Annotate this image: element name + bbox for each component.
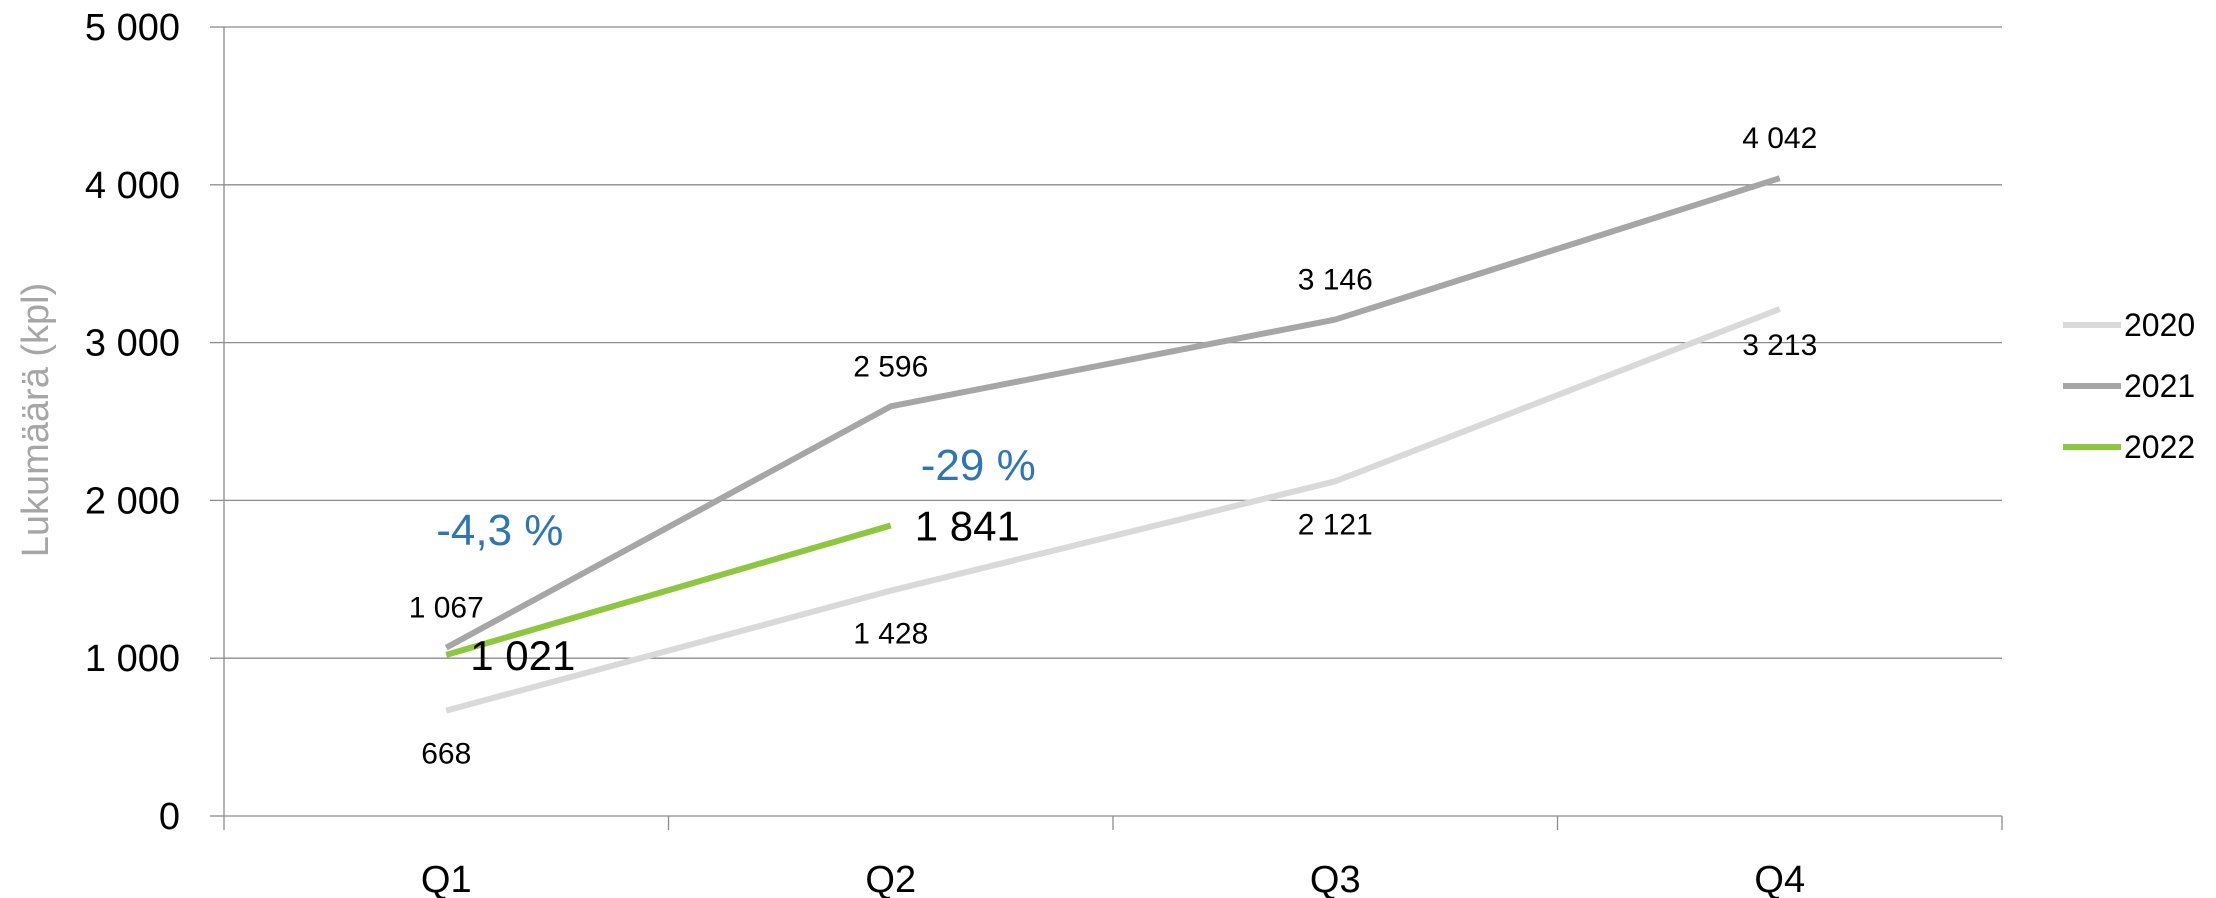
x-tick-label: Q1	[421, 859, 472, 898]
change-annotation: -4,3 %	[436, 506, 563, 555]
data-label-2022: 1 841	[915, 502, 1020, 549]
series-line-2021	[444, 175, 1781, 651]
data-label-2021: 4 042	[1742, 122, 1817, 155]
y-tick-label: 2 000	[85, 480, 180, 522]
y-axis-title: Lukumäärä (kpl)	[15, 283, 57, 558]
data-label-2021: 1 067	[409, 592, 484, 625]
series-line-2022	[445, 522, 892, 658]
x-tick-label: Q3	[1310, 859, 1361, 898]
data-label-2020: 3 213	[1742, 329, 1817, 362]
y-tick-label: 3 000	[85, 323, 180, 365]
legend-label-2022: 2022	[2124, 429, 2195, 465]
series-line-2020	[445, 306, 1781, 714]
y-tick-label: 0	[159, 796, 180, 838]
x-tick-label: Q4	[1754, 859, 1805, 898]
data-label-2020: 668	[421, 738, 471, 771]
legend-label-2021: 2021	[2124, 368, 2195, 404]
data-label-2020: 2 121	[1298, 508, 1373, 541]
data-label-2022: 1 021	[470, 632, 575, 679]
legend-label-2020: 2020	[2124, 307, 2195, 343]
y-tick-label: 1 000	[85, 638, 180, 680]
change-annotation: -29 %	[921, 441, 1036, 490]
data-label-2021: 3 146	[1298, 264, 1373, 297]
y-tick-label: 5 000	[85, 7, 180, 49]
data-label-2021: 2 596	[853, 350, 928, 383]
x-tick-label: Q2	[865, 859, 916, 898]
data-label-2020: 1 428	[853, 618, 928, 651]
y-tick-label: 4 000	[85, 165, 180, 207]
